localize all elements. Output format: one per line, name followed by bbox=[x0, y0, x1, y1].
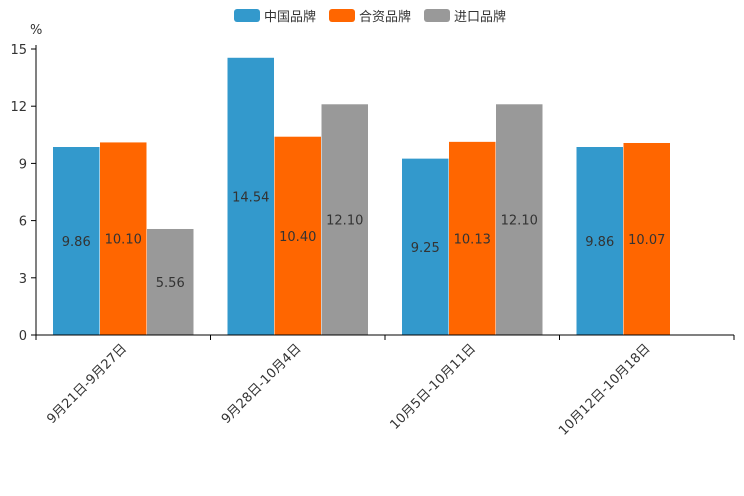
bar bbox=[321, 104, 368, 335]
x-tick-label: 9月21日-9月27日 bbox=[44, 341, 130, 427]
bar bbox=[402, 158, 449, 335]
bar bbox=[623, 142, 670, 335]
y-tick-label: 15 bbox=[10, 43, 27, 58]
x-tick-label: 10月5日-10月11日 bbox=[387, 341, 479, 433]
data-label: 14.54 bbox=[232, 190, 269, 205]
data-label: 12.10 bbox=[501, 214, 538, 229]
legend-label: 进口品牌 bbox=[454, 9, 506, 25]
y-axis: 0 3 6 9 12 15 bbox=[10, 43, 37, 344]
data-label: 9.25 bbox=[411, 241, 440, 256]
data-label: 10.40 bbox=[279, 230, 316, 245]
bars: 9.86 10.10 5.56 14.54 10.40 12.10 9.25 10.13 12.… bbox=[53, 57, 670, 336]
x-axis: 9月21日-9月27日 9月28日-10月4日 10月5日-10月11日 10月12日… bbox=[35, 334, 735, 439]
bar bbox=[53, 147, 100, 335]
legend-swatch bbox=[424, 9, 450, 22]
y-tick-label: 3 bbox=[19, 272, 27, 287]
x-tick-label: 10月12日-10月18日 bbox=[556, 341, 653, 438]
bar bbox=[576, 147, 623, 335]
y-tick-label: 9 bbox=[19, 157, 27, 172]
bar bbox=[496, 104, 543, 335]
bar bbox=[274, 136, 321, 335]
data-label: 9.86 bbox=[585, 235, 614, 250]
legend: 中国品牌 合资品牌 进口品牌 bbox=[234, 9, 506, 25]
legend-label: 合资品牌 bbox=[359, 9, 411, 25]
data-label: 10.10 bbox=[105, 233, 142, 248]
data-label: 12.10 bbox=[326, 214, 363, 229]
y-tick-label: 0 bbox=[19, 329, 27, 344]
legend-swatch bbox=[329, 9, 355, 22]
bar bbox=[449, 141, 496, 335]
legend-swatch bbox=[234, 9, 260, 22]
data-label: 10.13 bbox=[454, 232, 491, 247]
bar bbox=[227, 57, 274, 336]
data-label: 9.86 bbox=[62, 235, 91, 250]
y-axis-label: % bbox=[30, 23, 42, 38]
bar bbox=[100, 142, 147, 335]
y-tick-label: 6 bbox=[19, 215, 27, 230]
y-tick-label: 12 bbox=[10, 100, 27, 115]
data-label: 5.56 bbox=[156, 276, 185, 291]
x-tick-label: 9月28日-10月4日 bbox=[219, 341, 305, 427]
bar bbox=[147, 228, 194, 335]
data-label: 10.07 bbox=[628, 233, 665, 248]
legend-label: 中国品牌 bbox=[264, 9, 316, 25]
